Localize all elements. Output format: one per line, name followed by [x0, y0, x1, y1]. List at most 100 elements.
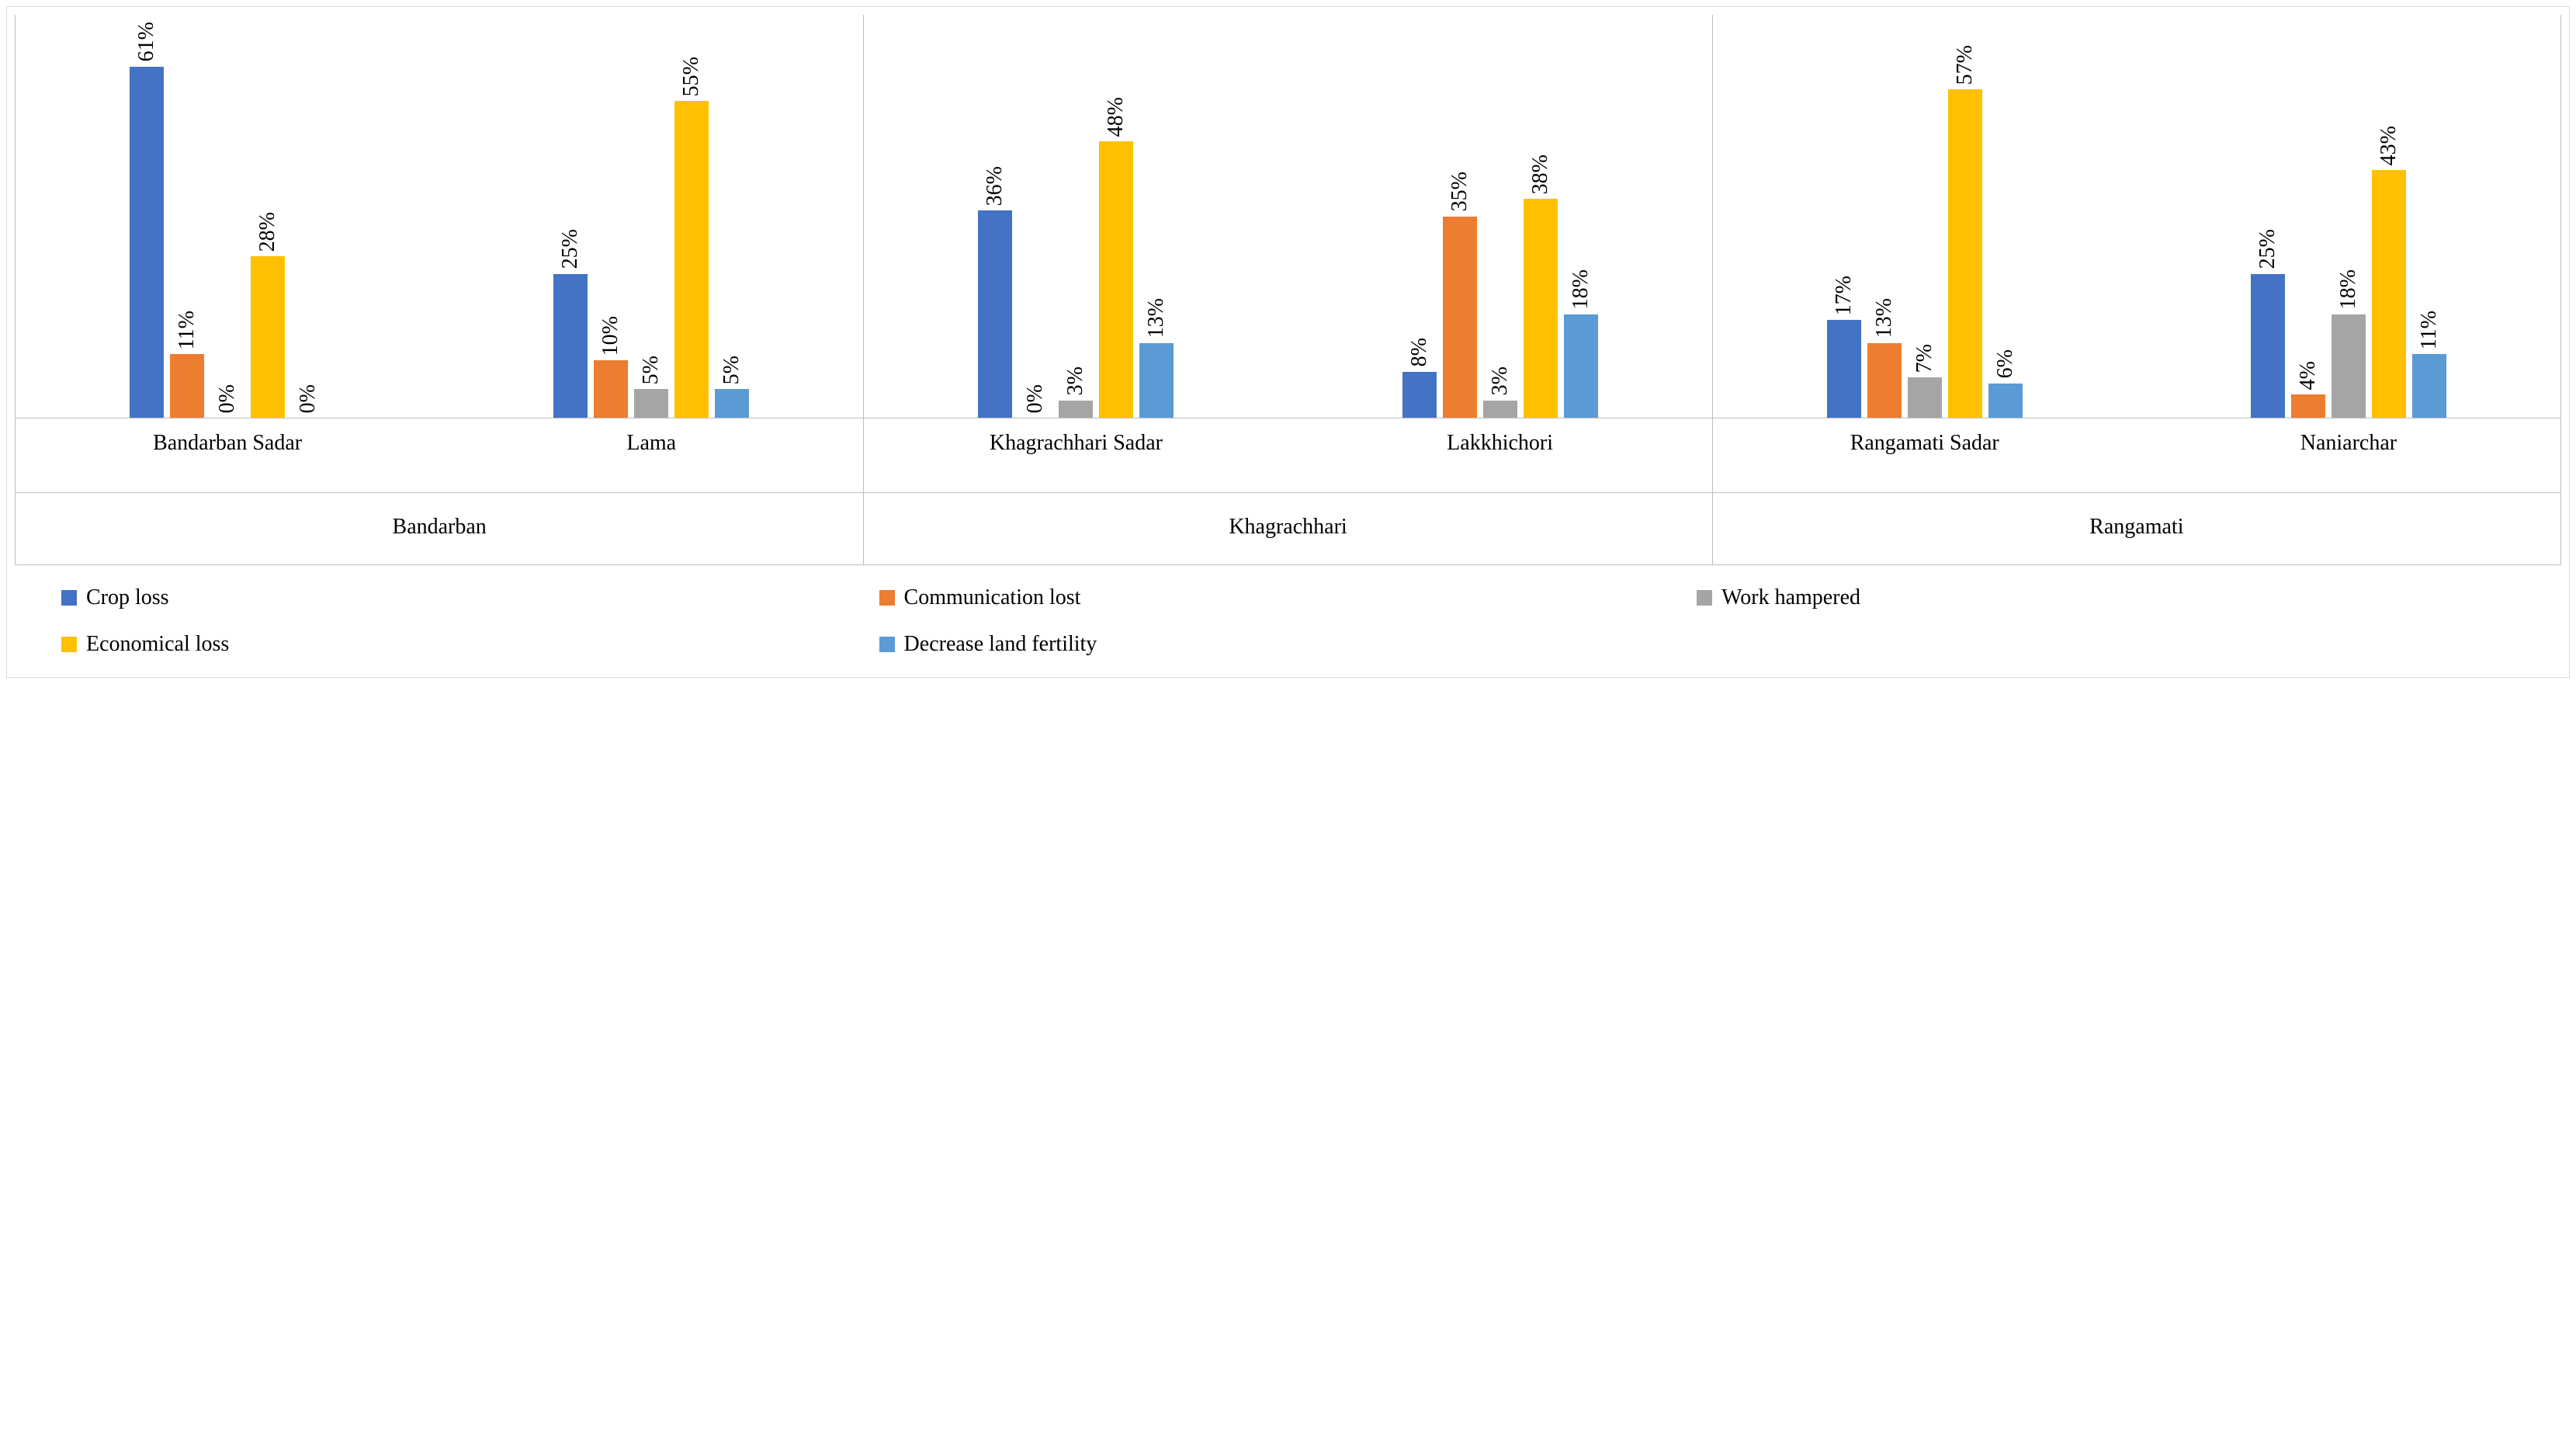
x-axis-subcategory-row: Bandarban SadarLamaKhagrachhari SadarLak…	[15, 418, 2561, 493]
bar-wrap: 11%	[170, 15, 204, 418]
bar	[1564, 314, 1598, 418]
legend-item: Communication lost	[879, 585, 1697, 610]
bar-wrap: 5%	[715, 15, 749, 418]
bar	[251, 256, 285, 418]
bar-value-label: 28%	[257, 212, 279, 252]
axis-district-label: Bandarban	[16, 493, 863, 565]
sub-group: 25% 4% 18% 43% 11%	[2137, 15, 2560, 418]
x-axis-district-row: BandarbanKhagrachhariRangamati	[15, 493, 2561, 565]
sub-group: 8% 35% 3%38% 18%	[1288, 15, 1712, 418]
bar	[1059, 401, 1093, 418]
legend-swatch	[1697, 590, 1712, 606]
bar-wrap: 43%	[2372, 15, 2406, 418]
bar-value-label: 13%	[1874, 298, 1895, 338]
bar-value-label: 18%	[2338, 269, 2359, 309]
axis-sub-label: Lama	[439, 418, 863, 493]
bar-value-label: 4%	[2297, 361, 2319, 390]
district-group: 17%13%7%57%6%25%4%18%43%11%	[1712, 15, 2561, 418]
bar-wrap: 3%	[1059, 15, 1093, 418]
bar-value-label: 55%	[681, 57, 702, 96]
bar-value-label: 8%	[1409, 338, 1430, 366]
legend-label: Crop loss	[86, 585, 169, 610]
axis-sub-label: Lakkhichori	[1288, 418, 1712, 493]
bar	[130, 67, 164, 418]
bar-value-label: 61%	[136, 22, 158, 61]
bar	[1443, 217, 1477, 418]
bar-value-label: 0%	[1025, 384, 1046, 413]
bar-wrap: 3%	[1483, 15, 1517, 418]
bar-wrap: 13%	[1139, 15, 1174, 418]
legend-swatch	[879, 637, 895, 652]
bar-wrap: 38%	[1524, 15, 1558, 418]
axis-district-cell: Rangamati	[1712, 493, 2561, 565]
axis-sub-label: Bandarban Sadar	[16, 418, 439, 493]
bar-value-label: 11%	[176, 311, 198, 349]
legend-item: Crop loss	[61, 585, 879, 610]
legend-label: Economical loss	[86, 632, 229, 657]
bar-wrap: 11%	[2412, 15, 2446, 418]
bar-value-label: 35%	[1449, 172, 1471, 211]
bar-value-label: 6%	[1995, 349, 2016, 378]
bar-wrap: 7%	[1908, 15, 1942, 418]
bar	[2332, 314, 2366, 418]
plot-area: 61% 11% 0% 28% 0% 25% 10% 5% 55% 5% 36% 0% 3% 48% 13% 8…	[15, 15, 2561, 418]
bar-wrap: 36%	[978, 15, 1012, 418]
bar	[1827, 320, 1861, 418]
bar-value-label: 3%	[1065, 366, 1087, 395]
axis-sub-district-cell: Khagrachhari SadarLakkhichori	[863, 418, 1711, 493]
axis-sub-district-cell: Bandarban SadarLama	[15, 418, 863, 493]
bar-wrap: 48%	[1099, 15, 1133, 418]
bar	[1948, 89, 1982, 418]
bar-value-label: 18%	[1570, 269, 1592, 309]
bar-value-label: 43%	[2378, 126, 2400, 165]
sub-group: 61% 11% 0% 28% 0%	[16, 15, 439, 418]
bar-wrap: 8%	[1402, 15, 1437, 418]
bar-wrap: 6%	[1988, 15, 2023, 418]
sub-group: 36% 0% 3% 48% 13%	[864, 15, 1288, 418]
axis-district-label: Khagrachhari	[864, 493, 1711, 565]
bar-wrap: 25%	[2251, 15, 2285, 418]
legend-swatch	[61, 590, 77, 606]
bar-value-label: 25%	[560, 229, 581, 269]
bar-wrap: 18%	[1564, 15, 1598, 418]
sub-group: 25% 10% 5% 55% 5%	[439, 15, 863, 418]
bar-value-label: 13%	[1146, 298, 1167, 338]
bar-value-label: 48%	[1105, 97, 1127, 137]
bar-value-label: 0%	[217, 384, 238, 413]
axis-district-label: Rangamati	[1713, 493, 2560, 565]
bar-value-label: 0%	[297, 384, 319, 413]
bar	[553, 274, 588, 418]
bar	[594, 360, 628, 418]
bar	[1483, 401, 1517, 418]
bar-value-label: 25%	[2257, 229, 2279, 269]
legend-label: Communication lost	[904, 585, 1081, 610]
axis-sub-label: Rangamati Sadar	[1713, 418, 2137, 493]
legend-label: Work hampered	[1721, 585, 1860, 610]
bar	[674, 101, 709, 418]
bar-value-label: 7%	[1914, 344, 1936, 373]
legend: Crop loss Communication lost Work hampered…	[15, 565, 2561, 661]
bar-wrap: 0%	[291, 15, 325, 418]
bar	[1867, 343, 1902, 418]
axis-sub-label: Khagrachhari Sadar	[864, 418, 1288, 493]
bar	[2251, 274, 2285, 418]
bar	[1908, 377, 1942, 418]
bar-value-label: 11%	[2418, 311, 2440, 349]
sub-group: 17%13%7%57%6%	[1713, 15, 2137, 418]
bar-value-label: 57%	[1954, 45, 1976, 85]
bar-wrap: 28%	[251, 15, 285, 418]
bar	[1139, 343, 1174, 418]
bar	[170, 354, 204, 418]
bar-wrap: 10%	[594, 15, 628, 418]
legend-label: Decrease land fertility	[904, 632, 1097, 657]
bar-wrap: 5%	[634, 15, 668, 418]
legend-item: Work hampered	[1697, 585, 2515, 610]
bar	[2291, 394, 2325, 418]
bar	[978, 210, 1012, 418]
legend-item: Decrease land fertility	[879, 632, 1697, 657]
bar-value-label: 10%	[600, 316, 622, 356]
bar-wrap: 0%	[210, 15, 244, 418]
bar-value-label: 5%	[721, 356, 743, 384]
bar	[715, 389, 749, 418]
axis-district-cell: Khagrachhari	[863, 493, 1711, 565]
